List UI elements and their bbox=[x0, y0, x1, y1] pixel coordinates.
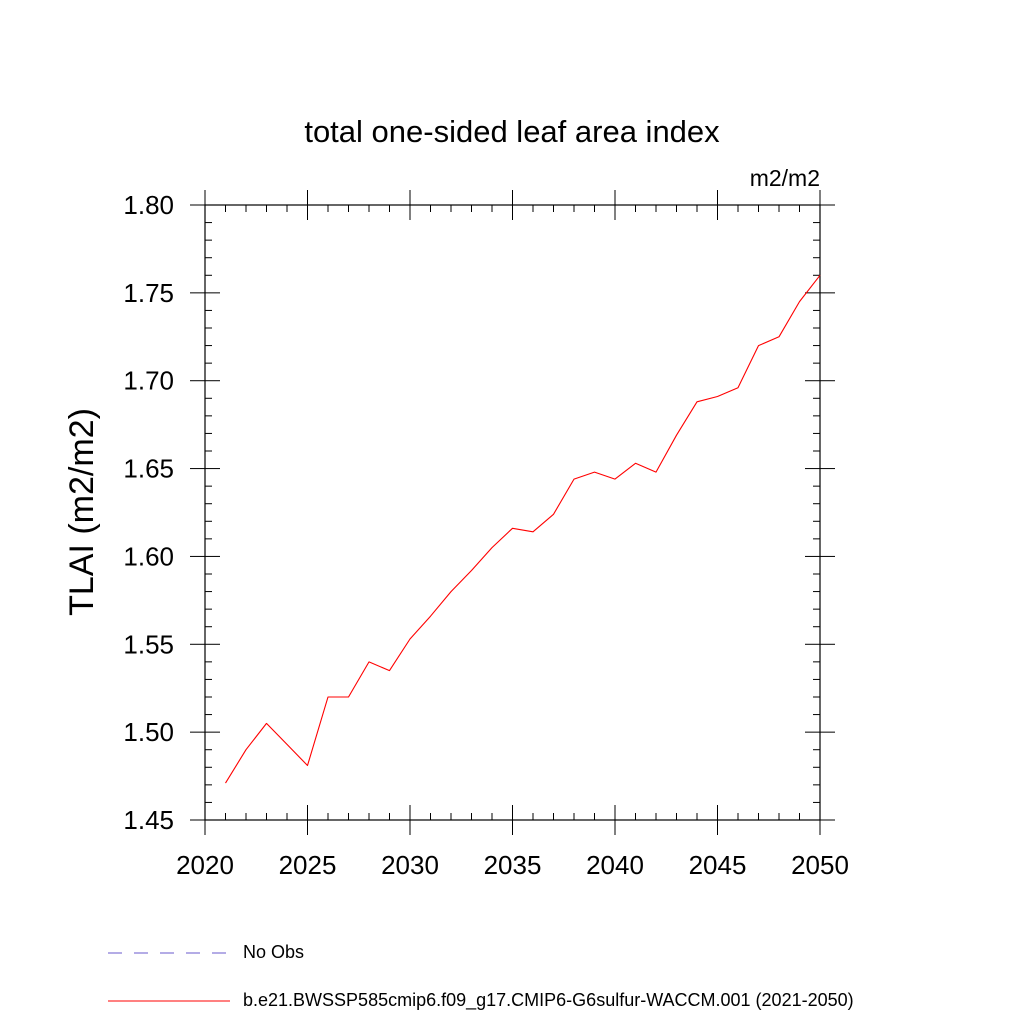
x-tick-label: 2020 bbox=[176, 850, 234, 880]
axis-ticks bbox=[190, 190, 835, 835]
y-tick-label: 1.60 bbox=[123, 541, 174, 571]
y-tick-label: 1.65 bbox=[123, 454, 174, 484]
chart-title: total one-sided leaf area index bbox=[304, 114, 720, 149]
x-tick-label: 2040 bbox=[586, 850, 644, 880]
y-tick-label: 1.50 bbox=[123, 717, 174, 747]
y-tick-label: 1.80 bbox=[123, 190, 174, 220]
x-tick-label: 2050 bbox=[791, 850, 849, 880]
y-tick-label: 1.75 bbox=[123, 278, 174, 308]
y-tick-label: 1.55 bbox=[123, 629, 174, 659]
x-tick-label: 2035 bbox=[484, 850, 542, 880]
x-tick-label: 2045 bbox=[689, 850, 747, 880]
x-tick-label: 2030 bbox=[381, 850, 439, 880]
plot-frame bbox=[204, 204, 821, 821]
tick-labels: 2020 2025 2030 2035 2040 2045 2050 1.45 1.50 1.55… bbox=[123, 190, 849, 880]
units-label: m2/m2 bbox=[750, 165, 820, 191]
y-tick-label: 1.70 bbox=[123, 366, 174, 396]
x-tick-label: 2025 bbox=[279, 850, 337, 880]
legend-lines bbox=[108, 952, 230, 1002]
series-layer bbox=[225, 274, 821, 784]
series-line bbox=[225, 274, 821, 784]
y-axis-label: TLAI (m2/m2) bbox=[63, 408, 101, 616]
y-tick-label: 1.45 bbox=[123, 805, 174, 835]
